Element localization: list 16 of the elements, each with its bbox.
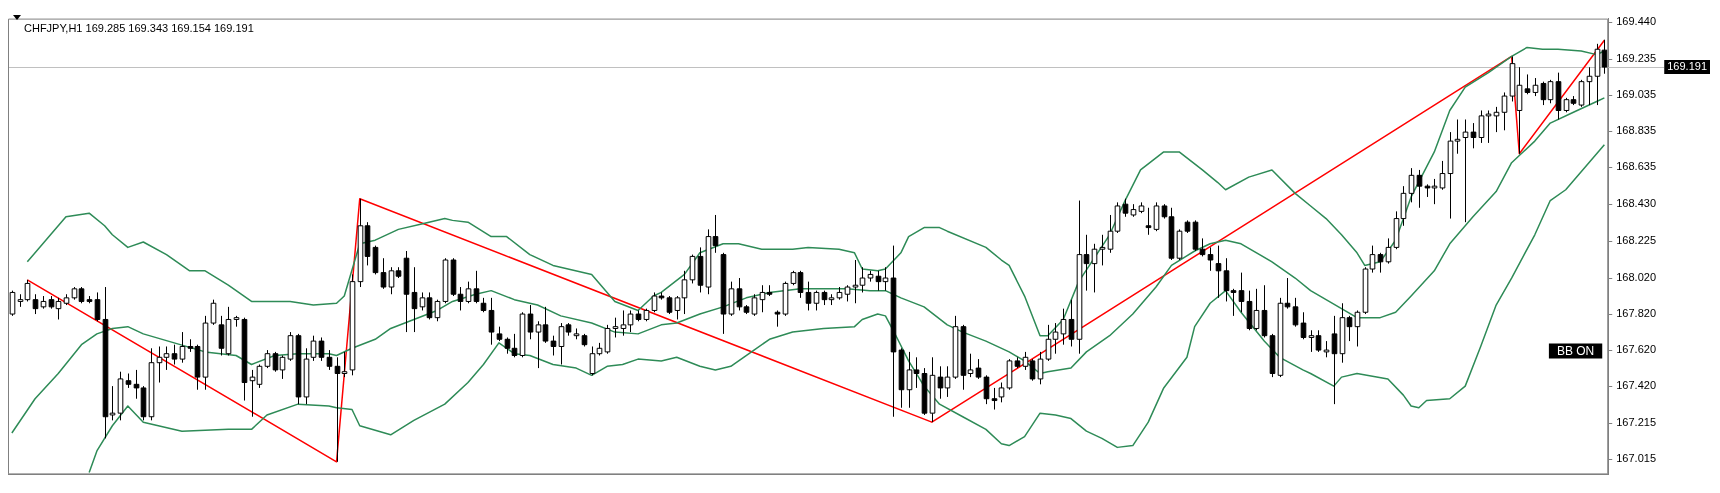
y-tick-label: 169.235 [1616,52,1656,65]
y-tick-label: 168.430 [1616,197,1656,210]
y-tick-label: 168.225 [1616,234,1656,247]
y-tick-label: 168.835 [1616,124,1656,137]
annotation: BB ON [1556,343,1595,358]
y-tick-label: 169.440 [1616,15,1656,28]
y-tick-label: 167.820 [1616,307,1656,320]
y-tick-label: 167.420 [1616,379,1656,392]
y-tick-label: 167.015 [1616,452,1656,465]
y-tick-label: 168.635 [1616,160,1656,173]
ref-line-label: 169.191 [1667,60,1707,73]
chart-title: CHFJPY,H1 169.285 169.343 169.154 169.191 [24,21,254,34]
y-tick-label: 167.215 [1616,416,1656,429]
y-tick-label: 169.035 [1616,88,1656,101]
y-tick-label: 168.020 [1616,271,1656,284]
y-tick-label: 167.620 [1616,343,1656,356]
